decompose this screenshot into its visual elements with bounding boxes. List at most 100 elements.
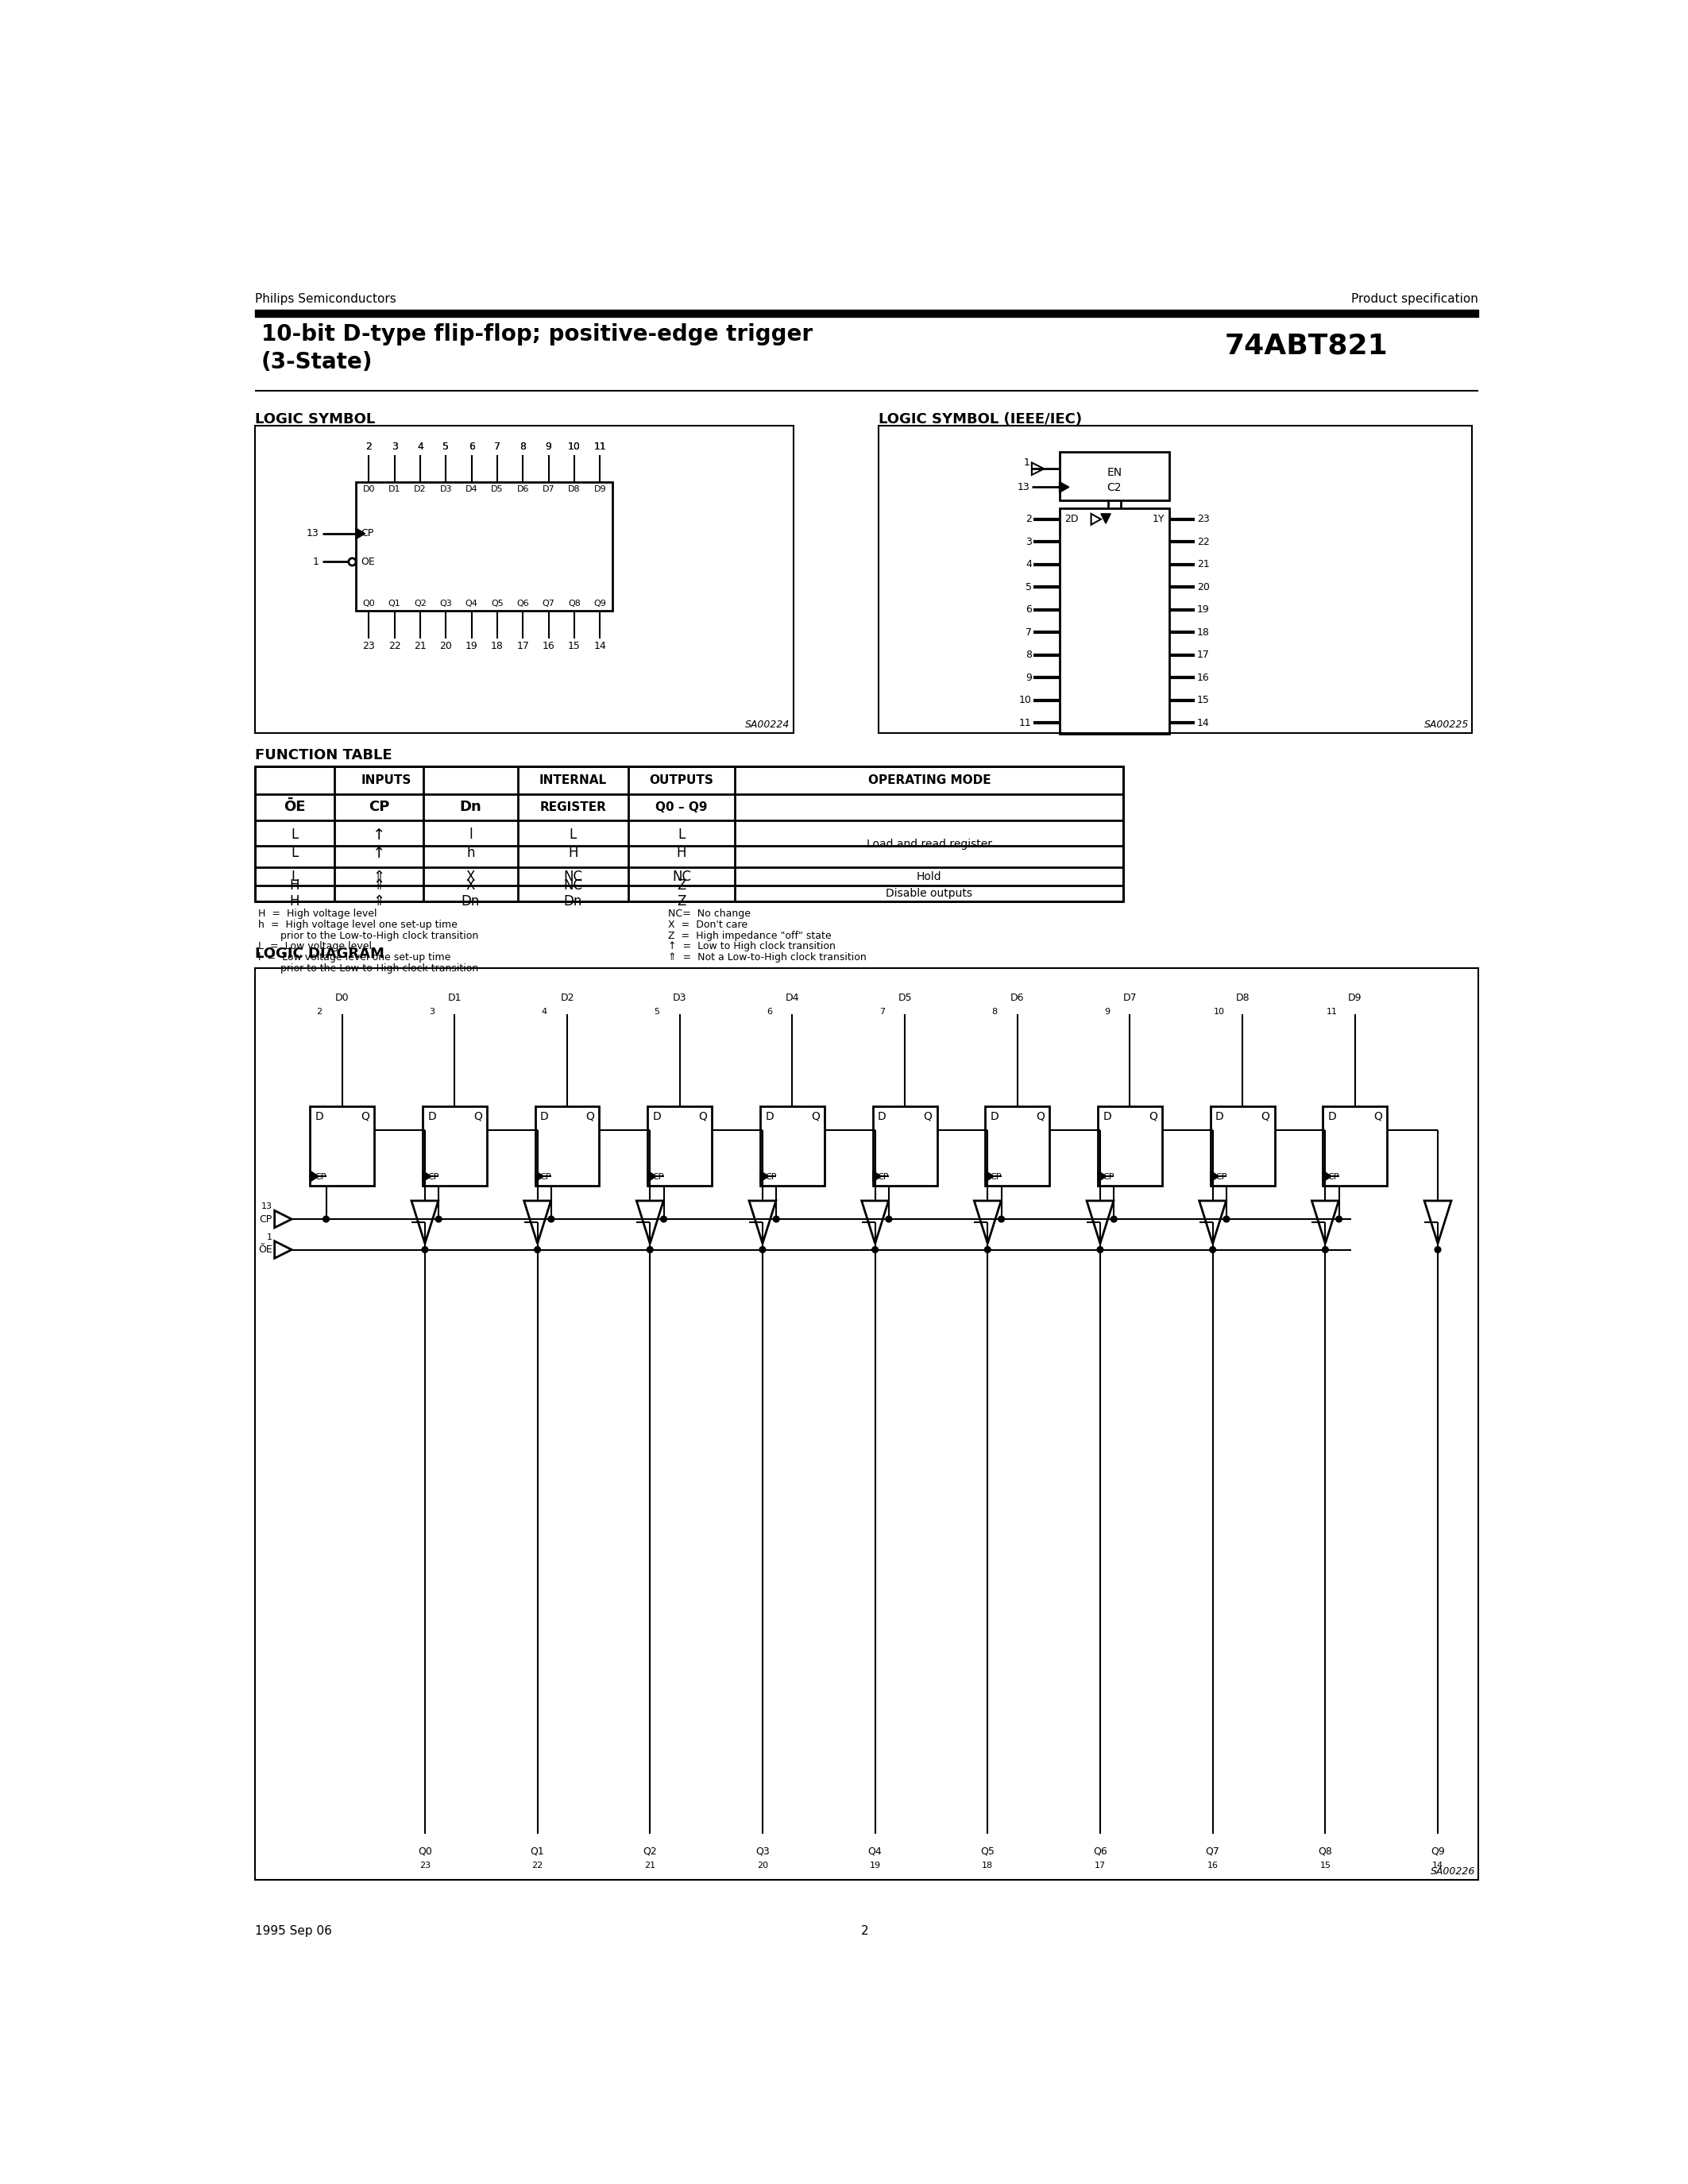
Text: L: L xyxy=(290,828,299,841)
Text: 5: 5 xyxy=(1025,581,1031,592)
Text: 3: 3 xyxy=(392,441,398,452)
Text: 21: 21 xyxy=(1197,559,1209,570)
Text: ↑: ↑ xyxy=(373,828,385,843)
Polygon shape xyxy=(1097,1171,1106,1182)
Text: D7: D7 xyxy=(542,485,555,494)
Text: 22: 22 xyxy=(532,1861,544,1870)
Text: 8: 8 xyxy=(991,1009,998,1016)
Circle shape xyxy=(1111,1216,1117,1223)
Text: H  =  High voltage level: H = High voltage level xyxy=(258,909,376,919)
Bar xyxy=(311,1105,375,1186)
Text: 4: 4 xyxy=(1026,559,1031,570)
Text: 10: 10 xyxy=(1214,1009,1225,1016)
Text: D1: D1 xyxy=(388,485,400,494)
Text: 6: 6 xyxy=(766,1009,771,1016)
Text: 10: 10 xyxy=(567,441,581,452)
Text: prior to the Low-to-High clock transition: prior to the Low-to-High clock transitio… xyxy=(258,930,478,941)
Text: 2: 2 xyxy=(1026,513,1031,524)
Text: L: L xyxy=(290,845,299,860)
Text: Q: Q xyxy=(361,1112,370,1123)
Text: 2D: 2D xyxy=(1063,513,1079,524)
Text: H: H xyxy=(290,878,300,893)
Text: Q: Q xyxy=(923,1112,932,1123)
Text: Q6: Q6 xyxy=(1094,1845,1107,1856)
Text: 4: 4 xyxy=(417,441,424,452)
Text: Dn: Dn xyxy=(461,893,479,909)
Text: D2: D2 xyxy=(560,994,574,1002)
Text: (3-State): (3-State) xyxy=(262,352,373,373)
Text: Q5: Q5 xyxy=(981,1845,994,1856)
Text: D: D xyxy=(427,1112,436,1123)
Bar xyxy=(255,968,1479,1880)
Circle shape xyxy=(647,1247,653,1254)
Text: Q0 – Q9: Q0 – Q9 xyxy=(655,802,707,812)
Text: 16: 16 xyxy=(1197,673,1209,684)
Text: Q9: Q9 xyxy=(594,601,606,607)
Text: Q5: Q5 xyxy=(491,601,503,607)
Text: LOGIC DIAGRAM: LOGIC DIAGRAM xyxy=(255,948,385,961)
Circle shape xyxy=(322,1216,329,1223)
Text: D0: D0 xyxy=(336,994,349,1002)
Circle shape xyxy=(998,1216,1004,1223)
Text: 9: 9 xyxy=(1104,1009,1109,1016)
Text: CP: CP xyxy=(260,1214,272,1225)
Text: Hold: Hold xyxy=(917,871,942,882)
Text: 11: 11 xyxy=(594,441,606,452)
Text: SA00226: SA00226 xyxy=(1430,1865,1475,1876)
Text: Q: Q xyxy=(810,1112,820,1123)
Text: 6: 6 xyxy=(1026,605,1031,616)
Text: Product specification: Product specification xyxy=(1352,293,1479,304)
Bar xyxy=(255,767,1124,902)
Polygon shape xyxy=(760,1171,768,1182)
Bar xyxy=(1060,509,1170,734)
Text: 10: 10 xyxy=(567,441,581,452)
Text: CP: CP xyxy=(653,1173,663,1182)
Text: 1: 1 xyxy=(267,1234,272,1241)
Text: Q0: Q0 xyxy=(419,1845,432,1856)
Text: 18: 18 xyxy=(982,1861,993,1870)
Text: NC: NC xyxy=(672,869,690,885)
Bar xyxy=(535,1105,599,1186)
Text: CP: CP xyxy=(316,1173,326,1182)
Text: L: L xyxy=(290,869,299,885)
Text: CP: CP xyxy=(878,1173,890,1182)
Circle shape xyxy=(760,1247,766,1254)
Bar xyxy=(422,1105,486,1186)
Circle shape xyxy=(1097,1247,1104,1254)
Text: CP: CP xyxy=(1215,1173,1227,1182)
Text: OE: OE xyxy=(361,557,375,568)
Text: 9: 9 xyxy=(545,441,552,452)
Text: Z  =  High impedance "off" state: Z = High impedance "off" state xyxy=(668,930,830,941)
Text: 7: 7 xyxy=(495,441,500,452)
Text: EN: EN xyxy=(1107,467,1123,478)
Text: 19: 19 xyxy=(466,642,478,651)
Polygon shape xyxy=(986,1171,994,1182)
Text: 20: 20 xyxy=(439,642,452,651)
Text: Philips Semiconductors: Philips Semiconductors xyxy=(255,293,397,304)
Text: 74ABT821: 74ABT821 xyxy=(1224,332,1388,360)
Polygon shape xyxy=(1101,513,1111,524)
Text: D3: D3 xyxy=(439,485,452,494)
Text: ↑  =  Low to High clock transition: ↑ = Low to High clock transition xyxy=(668,941,836,952)
Text: 20: 20 xyxy=(1197,581,1210,592)
Text: 13: 13 xyxy=(307,529,319,539)
Text: D: D xyxy=(316,1112,324,1123)
Circle shape xyxy=(422,1247,429,1254)
Text: 2: 2 xyxy=(366,441,371,452)
Text: 14: 14 xyxy=(594,642,606,651)
Text: 6: 6 xyxy=(468,441,474,452)
Text: 7: 7 xyxy=(1025,627,1031,638)
Text: 14: 14 xyxy=(1431,1861,1443,1870)
Polygon shape xyxy=(648,1171,657,1182)
Text: CP: CP xyxy=(368,799,390,815)
Text: 13: 13 xyxy=(262,1203,272,1210)
Text: OPERATING MODE: OPERATING MODE xyxy=(868,775,991,786)
Text: 23: 23 xyxy=(1197,513,1209,524)
Polygon shape xyxy=(535,1171,544,1182)
Text: l: l xyxy=(469,828,473,841)
Text: 4: 4 xyxy=(417,441,424,452)
Text: D8: D8 xyxy=(569,485,581,494)
Bar xyxy=(760,1105,824,1186)
Text: 22: 22 xyxy=(1197,537,1209,546)
Text: Q0: Q0 xyxy=(363,601,375,607)
